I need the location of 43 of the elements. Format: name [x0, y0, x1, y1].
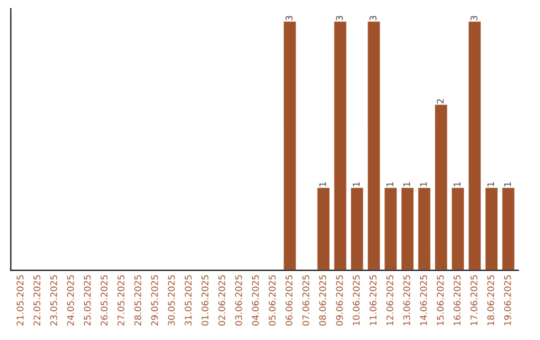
x-tick-label: 10.06.2025	[352, 275, 360, 326]
x-tick-label: 14.06.2025	[420, 275, 427, 326]
x-tick-label: 12.06.2025	[386, 275, 394, 326]
x-tick-label: 22.05.2025	[33, 275, 40, 326]
x-tick-label: 19.06.2025	[504, 275, 511, 326]
x-tick-label: 07.06.2025	[302, 275, 310, 326]
x-tick-label: 17.06.2025	[470, 275, 478, 326]
x-tick-label: 02.06.2025	[218, 275, 226, 326]
x-tick-label: 13.06.2025	[403, 275, 410, 326]
x-tick-label: 11.06.2025	[370, 275, 376, 326]
x-tick-label: 27.05.2025	[118, 275, 124, 326]
x-tick-label: 28.05.2025	[134, 275, 142, 326]
x-tick-label: 04.06.2025	[252, 275, 259, 326]
data-label: 1	[487, 182, 494, 186]
data-label: 3	[336, 16, 343, 20]
x-tick-label: 16.06.2025	[454, 275, 461, 326]
data-label: 1	[403, 182, 410, 186]
x-tick-label: 18.06.2025	[487, 275, 494, 326]
x-tick-label: 24.05.2025	[67, 275, 74, 326]
x-tick-label: 15.06.2025	[436, 275, 444, 326]
data-label: 1	[420, 182, 427, 186]
data-label: 1	[352, 182, 360, 186]
data-label: 3	[470, 16, 478, 20]
x-tick-label: 08.06.2025	[319, 275, 326, 326]
data-label: 1	[454, 182, 460, 186]
x-tick-label: 21.05.2025	[16, 275, 24, 326]
x-tick-label: 30.05.2025	[168, 275, 175, 326]
x-tick-label: 25.05.2025	[84, 275, 91, 326]
x-tick-label: 06.06.2025	[286, 275, 292, 326]
data-label: 1	[386, 182, 394, 186]
data-label: 2	[436, 99, 444, 104]
data-label: 1	[319, 182, 326, 186]
data-label: 3	[286, 16, 292, 20]
x-tick-label: 26.05.2025	[100, 275, 108, 326]
x-tick-label: 29.05.2025	[151, 275, 158, 326]
x-tick-label: 03.06.2025	[235, 275, 242, 326]
data-label: 3	[370, 16, 376, 20]
x-tick-label: 23.05.2025	[50, 275, 58, 326]
x-tick-label: 09.06.2025	[336, 275, 343, 326]
data-label: 1	[504, 182, 511, 186]
x-tick-label: 31.05.2025	[184, 275, 192, 326]
x-tick-label: 01.06.2025	[202, 275, 208, 326]
x-tick-label: 05.06.2025	[268, 275, 276, 326]
